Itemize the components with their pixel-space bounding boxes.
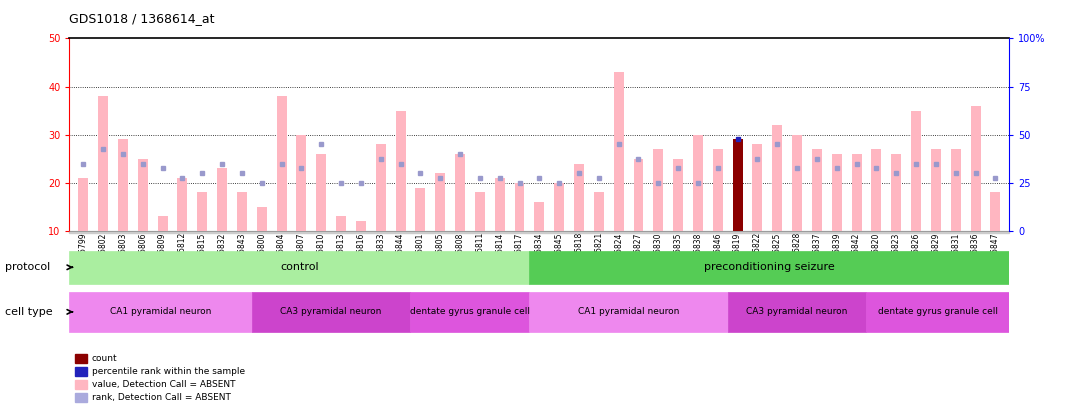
Bar [410, 292, 530, 332]
Text: control: control [280, 262, 318, 272]
Bar [316, 154, 326, 231]
Text: cell type: cell type [5, 307, 53, 317]
Bar [892, 154, 901, 231]
Bar [753, 144, 763, 231]
Bar [554, 183, 564, 231]
Text: preconditioning seizure: preconditioning seizure [704, 262, 835, 272]
Bar [415, 188, 425, 231]
Bar [395, 111, 406, 231]
Bar [69, 292, 252, 332]
Bar [866, 292, 1009, 332]
Bar [633, 159, 643, 231]
Bar [297, 134, 307, 231]
Bar [654, 149, 663, 231]
Bar [832, 154, 842, 231]
Bar [530, 251, 1009, 284]
Bar [851, 154, 862, 231]
Bar [158, 216, 168, 231]
Text: value, Detection Call = ABSENT: value, Detection Call = ABSENT [92, 380, 235, 389]
Text: dentate gyrus granule cell: dentate gyrus granule cell [410, 307, 530, 316]
Bar [673, 159, 684, 231]
Bar [198, 192, 207, 231]
Bar [971, 106, 980, 231]
Text: CA3 pyramidal neuron: CA3 pyramidal neuron [747, 307, 848, 316]
Bar [727, 292, 866, 332]
Bar [475, 192, 485, 231]
Bar [693, 134, 703, 231]
Bar [951, 149, 961, 231]
Bar [455, 154, 465, 231]
Bar [534, 202, 545, 231]
Bar [712, 149, 723, 231]
Bar [252, 292, 410, 332]
Bar [217, 168, 227, 231]
Bar [494, 178, 505, 231]
Bar [78, 178, 89, 231]
Text: rank, Detection Call = ABSENT: rank, Detection Call = ABSENT [92, 393, 231, 402]
Bar [614, 72, 624, 231]
Bar [356, 221, 366, 231]
Bar [98, 96, 108, 231]
Bar [376, 144, 386, 231]
Bar [277, 96, 286, 231]
Bar [138, 159, 147, 231]
Bar [530, 292, 727, 332]
Text: protocol: protocol [5, 262, 50, 272]
Text: CA3 pyramidal neuron: CA3 pyramidal neuron [281, 307, 382, 316]
Bar [256, 207, 267, 231]
Bar [574, 164, 584, 231]
Text: dentate gyrus granule cell: dentate gyrus granule cell [878, 307, 998, 316]
Text: CA1 pyramidal neuron: CA1 pyramidal neuron [578, 307, 679, 316]
Bar [69, 251, 530, 284]
Bar [237, 192, 247, 231]
Bar [871, 149, 881, 231]
Bar [336, 216, 346, 231]
Text: percentile rank within the sample: percentile rank within the sample [92, 367, 245, 376]
Bar [911, 111, 921, 231]
Bar [177, 178, 187, 231]
Bar [515, 183, 524, 231]
Bar [436, 173, 445, 231]
Bar [990, 192, 1001, 231]
Bar [931, 149, 941, 231]
Text: CA1 pyramidal neuron: CA1 pyramidal neuron [110, 307, 211, 316]
Bar [594, 192, 603, 231]
Bar [117, 139, 128, 231]
Text: GDS1018 / 1368614_at: GDS1018 / 1368614_at [69, 12, 215, 25]
Bar [792, 134, 802, 231]
Bar [733, 139, 742, 231]
Bar [69, 231, 1009, 233]
Bar [772, 125, 782, 231]
Text: count: count [92, 354, 117, 363]
Bar [812, 149, 822, 231]
